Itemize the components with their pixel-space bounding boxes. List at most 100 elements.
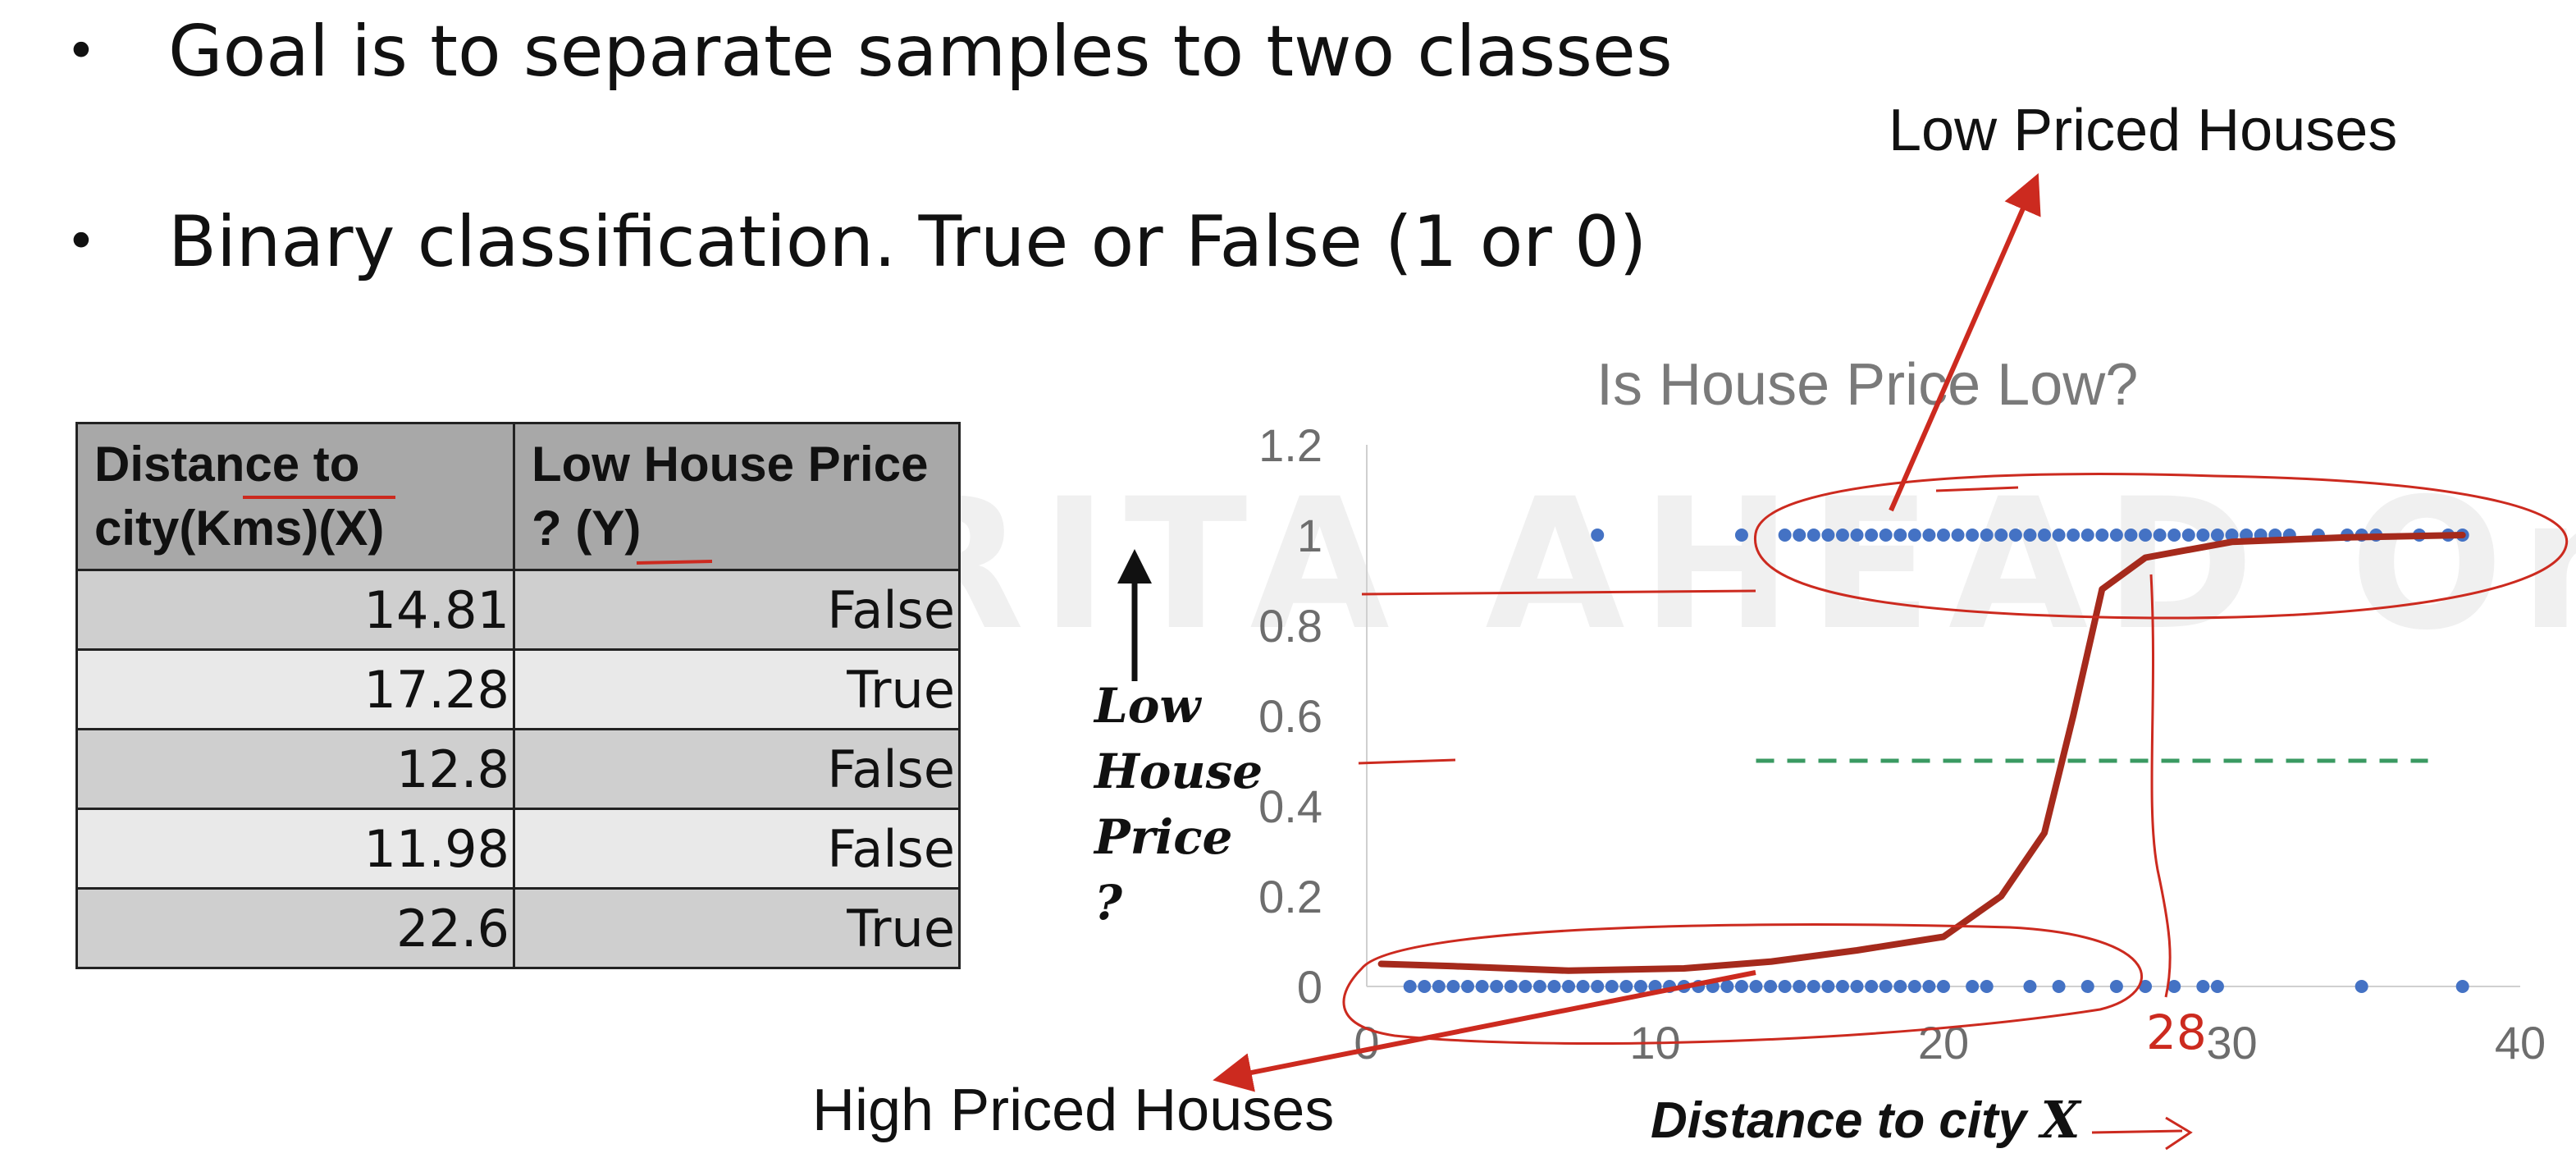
table-row: 22.6 True: [75, 887, 961, 969]
data-point: [1562, 980, 1576, 993]
table-header-row: Distance to city(Kms)(X) Low House Price…: [75, 422, 961, 571]
table-cell-label: True: [513, 648, 961, 730]
data-point: [1706, 980, 1720, 993]
mark-half-line: [1358, 758, 1456, 765]
data-point: [1865, 980, 1879, 993]
table-cell-distance: 17.28: [75, 648, 515, 730]
data-point: [1850, 980, 1864, 993]
data-point: [2109, 980, 2123, 993]
data-point: [2023, 980, 2037, 993]
y-tick-label: 0.6: [1258, 690, 1322, 742]
data-point: [1576, 980, 1590, 993]
x-tick-label: 30: [2206, 1017, 2257, 1069]
annotation-low-priced: Low Priced Houses: [1889, 98, 2398, 163]
y-tick-label: 0.4: [1258, 780, 1322, 832]
table-cell-distance: 12.8: [75, 728, 515, 810]
data-point: [1778, 980, 1792, 993]
data-point: [1519, 980, 1532, 993]
data-point: [1806, 980, 1820, 993]
table-cell-distance: 11.98: [75, 808, 515, 890]
table-row: 11.98 False: [75, 808, 961, 890]
data-point: [1432, 980, 1446, 993]
data-point: [1475, 980, 1489, 993]
data-point: [1418, 980, 1432, 993]
data-point: [1403, 980, 1417, 993]
data-point: [1663, 980, 1677, 993]
bullet-binary-classification: • Binary classification. True or False (…: [66, 207, 1647, 277]
data-point: [1734, 980, 1748, 993]
y-axis-label-line: ?: [1094, 875, 1122, 931]
data-point: [1692, 980, 1706, 993]
data-point: [1633, 980, 1647, 993]
bullet-goal: • Goal is to separate samples to two cla…: [66, 16, 1673, 87]
y-axis-label-line: Low: [1094, 678, 1201, 734]
data-point: [2167, 980, 2181, 993]
data-point: [1764, 980, 1778, 993]
data-point: [1532, 980, 1546, 993]
data-point: [1619, 980, 1633, 993]
chart-title: Is House Price Low?: [1596, 352, 2139, 418]
table-row: 14.81 False: [75, 569, 961, 651]
data-point: [2196, 980, 2210, 993]
arrow-to-high-label: [1213, 970, 1756, 1092]
data-point: [1937, 980, 1950, 993]
table-cell-label: False: [513, 728, 961, 810]
data-point: [1720, 980, 1734, 993]
y-tick-label: 0: [1297, 961, 1322, 1013]
data-point: [1446, 980, 1460, 993]
data-point: [2052, 980, 2066, 993]
data-point: [1677, 980, 1691, 993]
x-tick-label: 40: [2495, 1017, 2546, 1069]
table-cell-label: False: [513, 808, 961, 890]
x-axis-label: Distance to city X: [1651, 1090, 2080, 1150]
x-tick-label: 10: [1629, 1017, 1680, 1069]
data-point: [1749, 980, 1763, 993]
data-point: [2139, 980, 2153, 993]
data-point: [1547, 980, 1561, 993]
bullet-marker: •: [66, 21, 97, 82]
y-tick-label: 0.2: [1258, 871, 1322, 922]
data-point: [1821, 980, 1835, 993]
data-point: [1879, 980, 1893, 993]
data-point: [1966, 980, 1980, 993]
x-underline-arrow: [2091, 1116, 2193, 1151]
data-point: [1980, 980, 1994, 993]
bullet-marker: •: [66, 212, 97, 272]
table-cell-distance: 22.6: [75, 887, 515, 969]
data-point: [2210, 980, 2224, 993]
data-point: [2080, 980, 2094, 993]
annotation-high-priced: High Priced Houses: [812, 1078, 1335, 1143]
data-point: [1504, 980, 1518, 993]
data-point: [1835, 980, 1849, 993]
table-header-low-price: Low House Price ? (Y): [513, 422, 961, 571]
table-row: 12.8 False: [75, 728, 961, 810]
bullet-text: Goal is to separate samples to two class…: [168, 11, 1673, 93]
data-point: [1907, 980, 1921, 993]
table-cell-label: False: [513, 569, 961, 651]
data-point: [1461, 980, 1475, 993]
x-axis-label-text: Distance to city: [1651, 1092, 2027, 1149]
data-point: [1922, 980, 1936, 993]
x-tick-label: 20: [1918, 1017, 1969, 1069]
table-header-distance: Distance to city(Kms)(X): [75, 422, 515, 571]
bullet-text: Binary classification. True or False (1 …: [168, 201, 1647, 283]
data-point: [1793, 980, 1806, 993]
table-cell-label: True: [513, 887, 961, 969]
y-axis-label-line: House: [1094, 744, 1263, 799]
data-point: [1591, 980, 1605, 993]
ellipse-high-priced: [1342, 923, 2143, 1045]
data-point: [1648, 980, 1662, 993]
data-point: [1605, 980, 1619, 993]
table-row: 17.28 True: [75, 648, 961, 730]
x-tick-label: 0: [1354, 1017, 1379, 1069]
y-axis-label-line: Price: [1094, 809, 1233, 865]
x-axis-label-var: X: [2040, 1090, 2080, 1150]
data-point: [1490, 980, 1504, 993]
data-table: Distance to city(Kms)(X) Low House Price…: [75, 422, 961, 969]
handwritten-28: 28: [2146, 1005, 2207, 1060]
table-cell-distance: 14.81: [75, 569, 515, 651]
data-point: [2455, 980, 2469, 993]
y-axis-label: Low House Price ?: [1094, 673, 1263, 936]
data-point: [1893, 980, 1907, 993]
data-point: [2354, 980, 2368, 993]
